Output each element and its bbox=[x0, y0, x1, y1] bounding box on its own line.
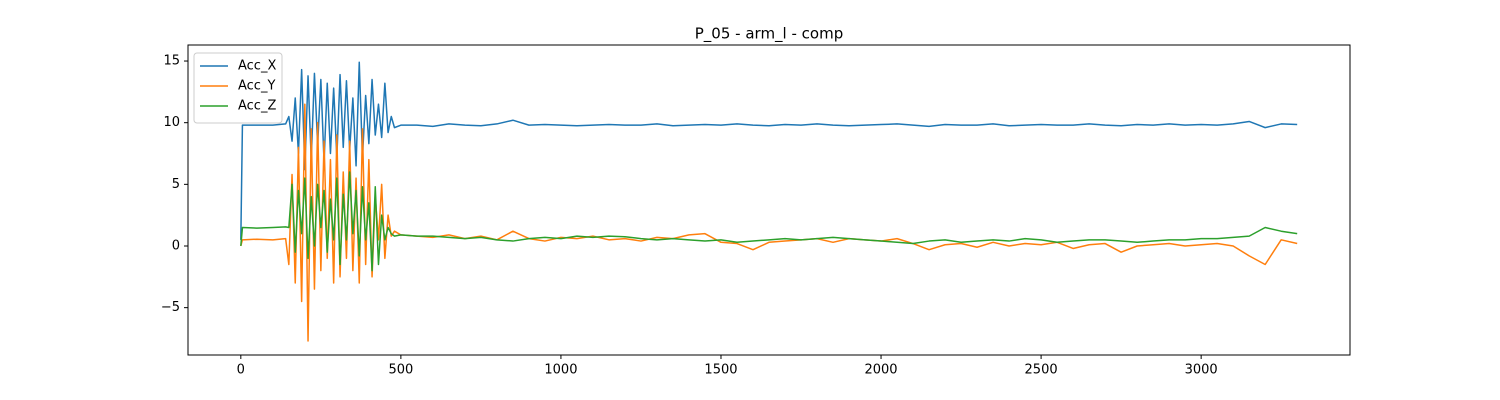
line bbox=[240, 171, 1298, 272]
y-tick-label: 5 bbox=[172, 177, 180, 192]
legend-label: Acc_Z bbox=[238, 99, 276, 114]
line bbox=[240, 103, 1298, 342]
chart-title: P_05 - arm_l - comp bbox=[695, 25, 843, 44]
x-tick-label: 1500 bbox=[704, 363, 737, 378]
legend-label: Acc_X bbox=[238, 59, 276, 74]
x-tick-label: 500 bbox=[388, 363, 413, 378]
x-tick-label: 2000 bbox=[864, 363, 897, 378]
y-tick-label: −5 bbox=[161, 300, 180, 315]
x-tick-label: 0 bbox=[237, 363, 245, 378]
x-tick-label: 3000 bbox=[1185, 363, 1218, 378]
x-tick-label: 2500 bbox=[1025, 363, 1058, 378]
y-tick-label: 0 bbox=[172, 238, 180, 253]
legend-label: Acc_Y bbox=[238, 79, 275, 94]
x-tick-label: 1000 bbox=[544, 363, 577, 378]
y-tick-label: 10 bbox=[163, 115, 180, 130]
plot-frame bbox=[187, 44, 1351, 356]
y-tick-label: 15 bbox=[163, 54, 180, 69]
